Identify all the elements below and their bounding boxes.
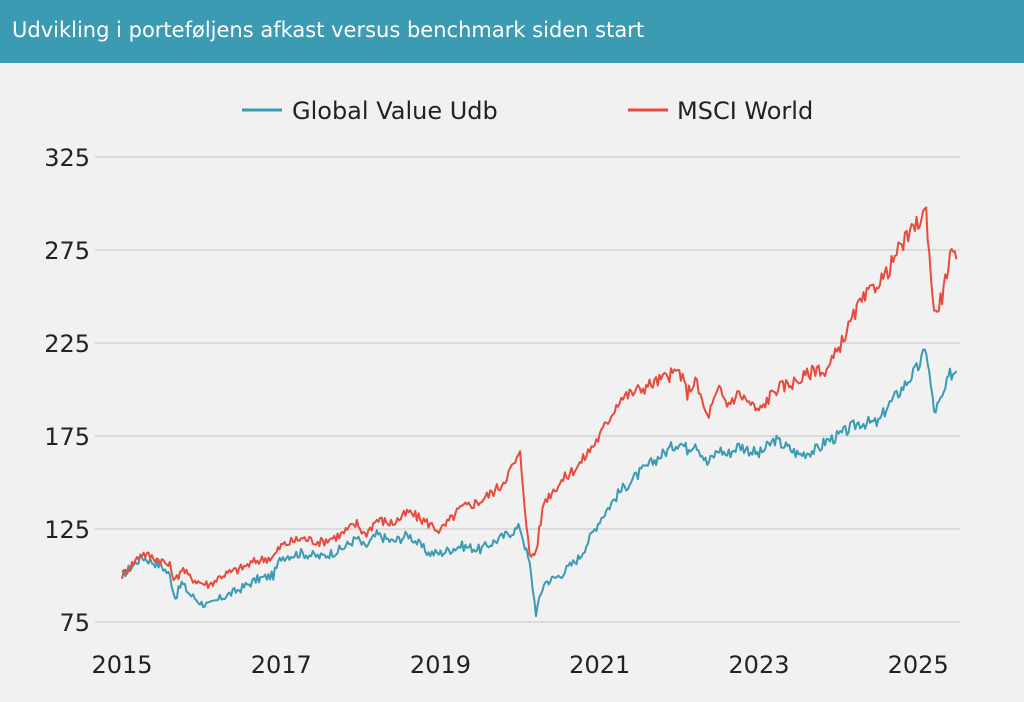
y-tick-label: 175 [44,423,90,451]
x-tick-label: 2017 [251,651,312,679]
legend-label-msci-world: MSCI World [677,97,813,125]
chart-header: Udvikling i porteføljens afkast versus b… [0,0,1024,63]
y-tick-label: 75 [59,609,90,637]
x-tick-label: 2025 [888,651,949,679]
x-tick-label: 2023 [728,651,789,679]
series-line-msci-world [121,206,958,589]
x-tick-label: 2015 [91,651,152,679]
y-tick-label: 325 [44,144,90,172]
x-tick-label: 2019 [410,651,471,679]
y-tick-label: 225 [44,330,90,358]
y-axis-ticks: 75 125 175 225 275 325 [44,144,90,637]
legend: Global Value Udb MSCI World [242,97,813,125]
chart-title: Udvikling i porteføljens afkast versus b… [12,18,645,42]
grid-lines [95,156,960,623]
legend-label-global-value: Global Value Udb [292,97,498,125]
x-tick-label: 2021 [569,651,630,679]
y-tick-label: 125 [44,516,90,544]
series-lines [121,206,958,618]
y-tick-label: 275 [44,237,90,265]
series-line-global-value-udb [121,348,958,618]
x-axis-ticks: 2015 2017 2019 2021 2023 2025 [91,651,948,679]
